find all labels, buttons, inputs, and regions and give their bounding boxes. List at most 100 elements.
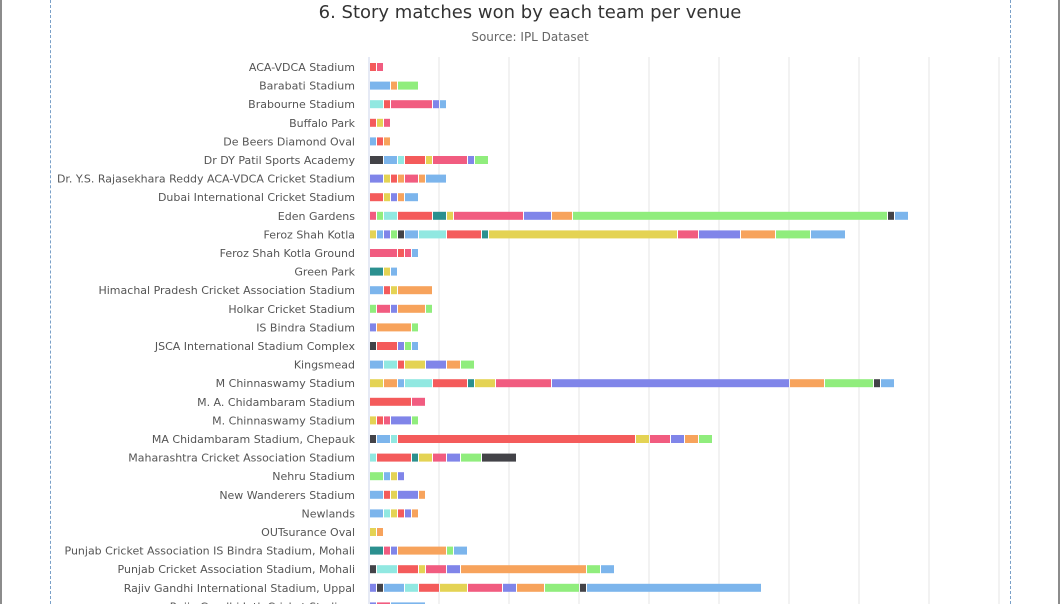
bar-segment[interactable] <box>419 490 425 499</box>
bar-segment[interactable] <box>391 100 432 109</box>
bar-segment[interactable] <box>370 100 383 109</box>
bar-segment[interactable] <box>391 509 397 518</box>
bar-segment[interactable] <box>398 360 404 369</box>
bar-segment[interactable] <box>685 435 698 443</box>
bar-segment[interactable] <box>370 416 376 425</box>
bar-segment[interactable] <box>391 267 397 276</box>
bar-segment[interactable] <box>468 583 502 592</box>
bar-segment[interactable] <box>384 583 404 592</box>
bar-segment[interactable] <box>398 211 432 220</box>
bar-segment[interactable] <box>377 230 383 239</box>
bar-segment[interactable] <box>370 174 383 183</box>
bar-segment[interactable] <box>447 453 460 462</box>
bar-segment[interactable] <box>447 211 453 220</box>
bar-segment[interactable] <box>433 211 446 220</box>
bar-segment[interactable] <box>377 118 383 127</box>
bar-segment[interactable] <box>447 565 460 574</box>
bar-segment[interactable] <box>384 137 390 146</box>
bar-segment[interactable] <box>370 509 383 518</box>
bar-segment[interactable] <box>370 63 376 71</box>
bar-segment[interactable] <box>398 490 418 499</box>
bar-segment[interactable] <box>433 453 446 462</box>
bar-segment[interactable] <box>405 379 432 388</box>
bar-segment[interactable] <box>811 230 845 239</box>
bar-segment[interactable] <box>377 453 411 462</box>
bar-segment[interactable] <box>433 379 467 388</box>
bar-segment[interactable] <box>503 583 516 592</box>
bar-segment[interactable] <box>398 249 404 257</box>
bar-segment[interactable] <box>370 304 376 313</box>
bar-segment[interactable] <box>398 546 446 555</box>
bar-segment[interactable] <box>391 602 425 604</box>
bar-segment[interactable] <box>454 546 467 555</box>
bar-segment[interactable] <box>391 304 397 313</box>
bar-segment[interactable] <box>475 379 495 388</box>
bar-segment[interactable] <box>552 379 789 388</box>
bar-segment[interactable] <box>384 472 390 481</box>
bar-segment[interactable] <box>391 174 397 183</box>
bar-segment[interactable] <box>377 304 390 313</box>
bar-segment[interactable] <box>370 379 383 388</box>
bar-segment[interactable] <box>370 267 383 276</box>
bar-segment[interactable] <box>398 304 425 313</box>
bar-segment[interactable] <box>377 137 383 146</box>
bar-segment[interactable] <box>545 583 579 592</box>
bar-segment[interactable] <box>790 379 824 388</box>
bar-segment[interactable] <box>377 323 411 332</box>
bar-segment[interactable] <box>384 156 397 164</box>
bar-segment[interactable] <box>405 249 411 257</box>
bar-segment[interactable] <box>370 397 411 406</box>
bar-segment[interactable] <box>384 100 390 109</box>
bar-segment[interactable] <box>391 416 411 425</box>
bar-segment[interactable] <box>377 63 383 71</box>
bar-segment[interactable] <box>412 397 425 406</box>
bar-segment[interactable] <box>412 453 418 462</box>
bar-segment[interactable] <box>405 174 418 183</box>
bar-segment[interactable] <box>405 360 425 369</box>
bar-segment[interactable] <box>391 193 397 202</box>
bar-segment[interactable] <box>426 565 446 574</box>
bar-segment[interactable] <box>377 602 390 604</box>
bar-segment[interactable] <box>384 267 390 276</box>
bar-segment[interactable] <box>699 435 712 443</box>
bar-segment[interactable] <box>405 193 418 202</box>
bar-segment[interactable] <box>776 230 810 239</box>
bar-segment[interactable] <box>370 118 376 127</box>
bar-segment[interactable] <box>370 211 376 220</box>
bar-segment[interactable] <box>468 156 474 164</box>
bar-segment[interactable] <box>370 472 383 481</box>
bar-segment[interactable] <box>370 230 376 239</box>
bar-segment[interactable] <box>370 156 383 164</box>
bar-segment[interactable] <box>482 230 488 239</box>
bar-segment[interactable] <box>384 230 390 239</box>
bar-segment[interactable] <box>454 211 523 220</box>
bar-segment[interactable] <box>384 416 390 425</box>
bar-segment[interactable] <box>419 230 446 239</box>
bar-segment[interactable] <box>475 156 488 164</box>
bar-segment[interactable] <box>384 546 390 555</box>
bar-segment[interactable] <box>370 249 397 257</box>
bar-segment[interactable] <box>398 379 404 388</box>
bar-segment[interactable] <box>405 509 411 518</box>
bar-segment[interactable] <box>636 435 649 443</box>
bar-segment[interactable] <box>573 211 887 220</box>
bar-segment[interactable] <box>398 509 404 518</box>
bar-segment[interactable] <box>496 379 551 388</box>
bar-segment[interactable] <box>370 528 376 536</box>
bar-segment[interactable] <box>881 379 894 388</box>
bar-segment[interactable] <box>377 416 383 425</box>
bar-segment[interactable] <box>601 565 614 574</box>
bar-segment[interactable] <box>412 249 418 257</box>
bar-segment[interactable] <box>377 528 383 536</box>
bar-segment[interactable] <box>398 565 418 574</box>
bar-segment[interactable] <box>377 583 383 592</box>
bar-segment[interactable] <box>398 81 418 90</box>
bar-segment[interactable] <box>384 174 390 183</box>
bar-segment[interactable] <box>468 379 474 388</box>
bar-segment[interactable] <box>888 211 894 220</box>
bar-segment[interactable] <box>391 230 397 239</box>
bar-segment[interactable] <box>426 304 432 313</box>
bar-segment[interactable] <box>461 360 474 369</box>
bar-segment[interactable] <box>671 435 684 443</box>
bar-segment[interactable] <box>412 323 418 332</box>
